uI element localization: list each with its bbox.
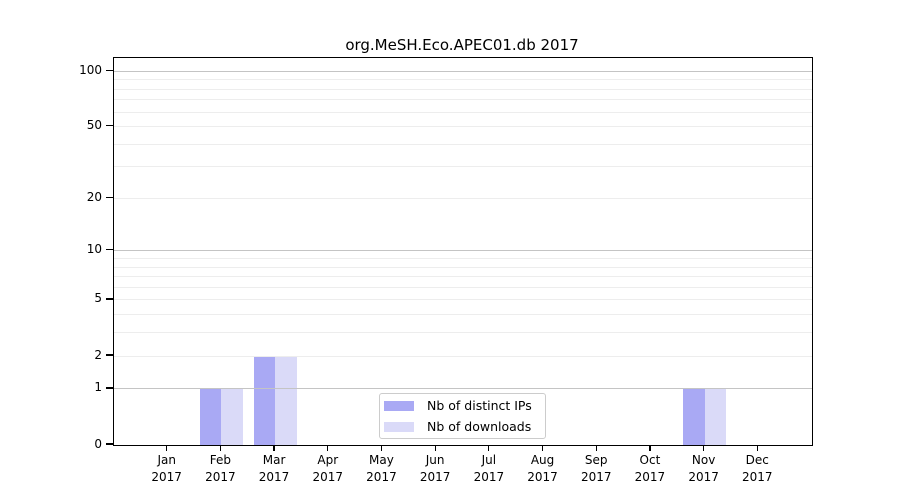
gridline-minor <box>114 111 812 113</box>
bar-distinct-ips <box>683 388 705 445</box>
y-tick-mark <box>106 387 113 389</box>
legend-swatch-downloads <box>384 421 414 432</box>
gridline-minor <box>114 299 812 301</box>
x-tick-mark <box>273 445 275 451</box>
gridline-major <box>114 70 812 72</box>
x-tick-mark <box>380 445 383 451</box>
y-tick-label: 100 <box>79 62 102 77</box>
legend-item-downloads: Nb of downloads <box>384 418 537 435</box>
gridline-minor <box>114 88 812 90</box>
legend-label-downloads: Nb of downloads <box>427 419 532 434</box>
gridline-minor <box>114 276 812 278</box>
x-tick-mark <box>488 445 490 451</box>
bar-downloads <box>221 388 243 445</box>
y-tick-mark <box>106 124 113 127</box>
gridline-minor <box>114 355 812 357</box>
x-tick-label: Apr 2017 <box>312 453 344 484</box>
x-tick-mark <box>166 445 168 451</box>
x-tick-label: Oct 2017 <box>634 453 666 484</box>
x-tick-label: Aug 2017 <box>527 453 558 484</box>
bars-layer <box>114 58 812 445</box>
gridline-minor <box>114 286 812 288</box>
y-tick-mark <box>106 354 113 356</box>
y-tick-label: 10 <box>86 242 102 257</box>
gridline-minor <box>114 332 812 334</box>
bar-downloads <box>704 388 727 445</box>
x-tick-mark <box>595 445 597 451</box>
x-tick-mark <box>756 445 758 451</box>
y-tick-mark <box>106 196 113 199</box>
gridline-minor <box>114 166 812 168</box>
bar-distinct-ips <box>253 356 276 445</box>
x-tick-mark <box>541 445 544 451</box>
x-tick-mark <box>219 445 222 451</box>
y-tick-label: 1 <box>94 380 102 395</box>
x-tick-mark <box>327 445 329 451</box>
bar-distinct-ips <box>199 388 222 445</box>
x-tick-mark <box>434 445 436 451</box>
x-tick-label: Sep 2017 <box>580 453 612 484</box>
gridline-major <box>114 388 812 390</box>
x-tick-label: Nov 2017 <box>688 453 719 484</box>
legend-swatch-distinct-ips <box>384 400 414 411</box>
y-tick-label: 5 <box>94 291 102 306</box>
legend-item-distinct-ips: Nb of distinct IPs <box>384 397 537 414</box>
gridline-minor <box>114 99 812 101</box>
y-tick-mark <box>106 69 113 71</box>
bar-downloads <box>275 356 297 445</box>
x-tick-label: May 2017 <box>366 453 397 484</box>
gridline-minor <box>114 143 812 145</box>
chart-title: org.MeSH.Eco.APEC01.db 2017 <box>345 36 579 54</box>
y-tick-mark <box>106 249 113 251</box>
gridline-minor <box>114 314 812 316</box>
gridlines-layer <box>114 58 812 445</box>
x-tick-label: Jun 2017 <box>419 453 451 484</box>
gridline-minor <box>114 197 812 199</box>
y-tick-label: 2 <box>94 347 102 362</box>
y-tick-label: 20 <box>86 189 102 204</box>
x-tick-label: Feb 2017 <box>205 453 236 484</box>
x-tick-label: Mar 2017 <box>258 453 290 484</box>
x-tick-label: Jan 2017 <box>151 453 182 484</box>
x-tick-mark <box>702 445 705 451</box>
y-tick-label: 0 <box>94 436 102 451</box>
gridline-minor <box>114 266 812 268</box>
gridline-minor <box>114 258 812 260</box>
gridline-minor <box>114 126 812 128</box>
x-tick-label: Jul 2017 <box>473 453 505 484</box>
y-tick-label: 50 <box>86 118 102 133</box>
y-tick-mark <box>106 443 113 445</box>
legend: Nb of distinct IPs Nb of downloads <box>379 393 546 439</box>
gridline-minor <box>114 79 812 81</box>
x-tick-mark <box>649 445 651 451</box>
x-tick-label: Dec 2017 <box>742 453 773 484</box>
gridline-major <box>114 250 812 252</box>
plot-area: Nb of distinct IPs Nb of downloads <box>113 57 813 446</box>
y-tick-mark <box>106 298 113 300</box>
legend-label-distinct-ips: Nb of distinct IPs <box>427 398 532 413</box>
